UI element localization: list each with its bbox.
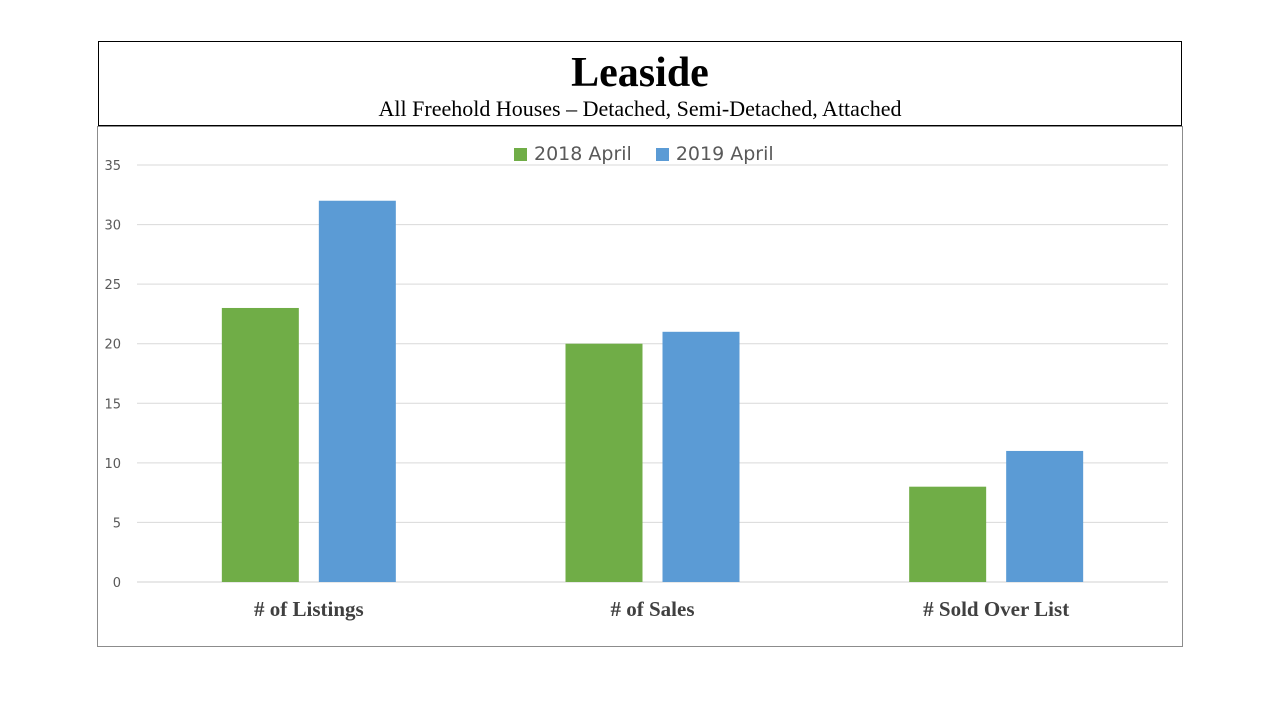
bar-2019-0: [318, 200, 396, 582]
legend-swatch-2018: [514, 147, 527, 161]
chart-subtitle: All Freehold Houses – Detached, Semi-Det…: [378, 96, 902, 121]
chart-title: Leaside: [571, 50, 709, 96]
legend: 2018 April 2019 April: [514, 141, 798, 167]
y-tick-label: 5: [113, 516, 121, 531]
bar-2019-2: [1006, 450, 1084, 582]
title-box: Leaside All Freehold Houses – Detached, …: [98, 41, 1182, 126]
y-tick-label: 20: [104, 338, 121, 353]
bar-2018-2: [909, 486, 987, 582]
x-category-label: # of Listings: [254, 597, 364, 621]
bar-2018-0: [221, 307, 299, 582]
y-tick-label: 30: [104, 219, 121, 234]
y-tick-label: 15: [104, 397, 121, 412]
legend-label-2018: 2018 April: [534, 143, 632, 165]
legend-item-2018: 2018 April: [514, 143, 632, 165]
x-category-label: # Sold Over List: [923, 597, 1069, 621]
y-tick-label: 25: [104, 278, 121, 293]
x-category-label: # of Sales: [611, 597, 695, 621]
legend-swatch-2019: [655, 147, 669, 161]
y-tick-label: 35: [104, 159, 121, 174]
bar-2018-1: [565, 343, 643, 582]
y-tick-label: 10: [104, 457, 121, 472]
bar-2019-1: [662, 331, 740, 582]
y-tick-label: 0: [113, 576, 121, 591]
legend-label-2019: 2019 April: [675, 143, 774, 165]
legend-item-2019: 2019 April: [655, 143, 774, 165]
